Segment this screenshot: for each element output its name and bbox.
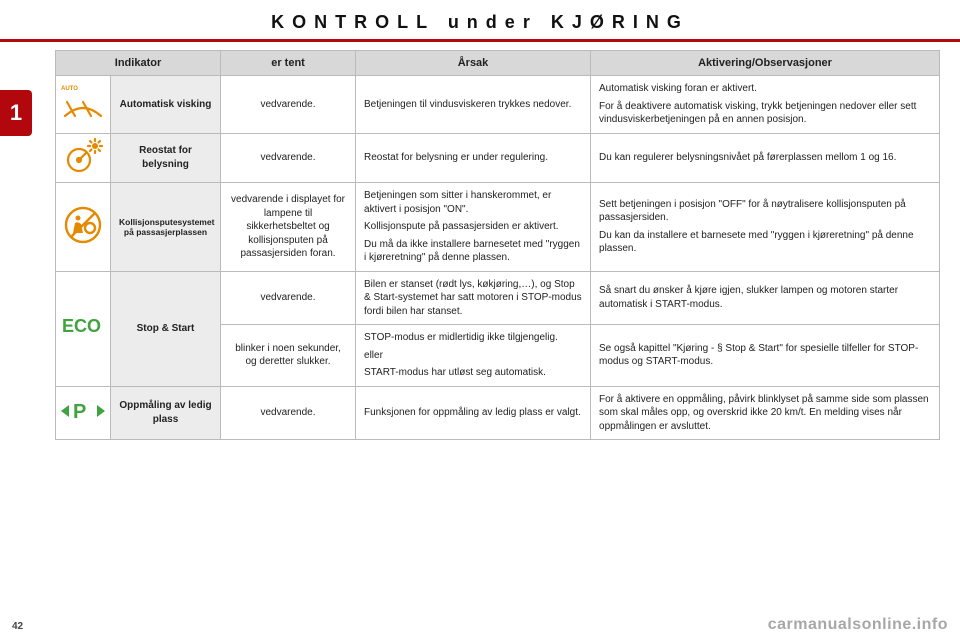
indicator-name: Automatisk visking (111, 76, 221, 134)
col-indikator: Indikator (56, 51, 221, 76)
airbag-off-icon (56, 183, 111, 272)
action-line: Du kan da installere et barnesete med "r… (599, 229, 931, 256)
is-lit: vedvarende. (221, 271, 356, 325)
is-lit: blinker i noen sekunder, og deretter slu… (221, 325, 356, 387)
cause: Reostat for belysning er under regulerin… (356, 133, 591, 183)
title-red-rule (0, 39, 960, 42)
table-row: Kollisjonsputesystemet på passasjerplass… (56, 183, 940, 272)
page-title: KONTROLL under KJØRING (0, 0, 960, 39)
cause: Funksjonen for oppmåling av ledig plass … (356, 386, 591, 440)
section-tab: 1 (0, 90, 32, 136)
rheostat-icon (56, 133, 111, 183)
table-header-row: Indikator er tent Årsak Aktivering/Obser… (56, 51, 940, 76)
table-row: Reostat for belysning vedvarende. Reosta… (56, 133, 940, 183)
is-lit: vedvarende. (221, 133, 356, 183)
cause-line: Betjeningen som sitter i hanskerommet, e… (364, 189, 582, 216)
action-line: For å deaktivere automatisk visking, try… (599, 100, 931, 127)
is-lit: vedvarende i displayet for lampene til s… (221, 183, 356, 272)
indicator-name: Stop & Start (111, 271, 221, 386)
action: Automatisk visking foran er aktivert. Fo… (591, 76, 940, 134)
action: For å aktivere en oppmåling, påvirk blin… (591, 386, 940, 440)
action: Du kan regulerer belysningsnivået på før… (591, 133, 940, 183)
eco-icon: ECO (56, 271, 111, 386)
cause-line: Du må da ikke installere barnesetet med … (364, 238, 582, 265)
watermark: carmanualsonline.info (768, 616, 948, 634)
parking-measure-icon: P (56, 386, 111, 440)
svg-text:ECO: ECO (62, 316, 101, 336)
page-number: 42 (12, 621, 23, 632)
svg-text:AUTO: AUTO (61, 86, 78, 92)
cause-line: eller (364, 349, 582, 363)
cause: STOP-modus er midlertidig ikke tilgjenge… (356, 325, 591, 387)
col-arsak: Årsak (356, 51, 591, 76)
action-line: Sett betjeningen i posisjon "OFF" for å … (599, 198, 931, 225)
cause: Betjeningen som sitter i hanskerommet, e… (356, 183, 591, 272)
indicator-name: Kollisjonsputesystemet på passasjerplass… (111, 183, 221, 272)
indicator-table: Indikator er tent Årsak Aktivering/Obser… (55, 50, 940, 440)
indicator-name: Reostat for belysning (111, 133, 221, 183)
col-akt: Aktivering/Observasjoner (591, 51, 940, 76)
cause: Bilen er stanset (rødt lys, køkjøring,…)… (356, 271, 591, 325)
action-line: Automatisk visking foran er aktivert. (599, 82, 931, 96)
table-row: ECO Stop & Start vedvarende. Bilen er st… (56, 271, 940, 325)
cause-line: START-modus har utløst seg automatisk. (364, 366, 582, 380)
action: Sett betjeningen i posisjon "OFF" for å … (591, 183, 940, 272)
col-tent: er tent (221, 51, 356, 76)
indicator-name: Oppmåling av ledig plass (111, 386, 221, 440)
is-lit: vedvarende. (221, 76, 356, 134)
action: Se også kapittel "Kjøring - § Stop & Sta… (591, 325, 940, 387)
is-lit: vedvarende. (221, 386, 356, 440)
wiper-auto-icon: AUTO (56, 76, 111, 134)
table-row: AUTO Automatisk visking vedvarende. Betj… (56, 76, 940, 134)
cause-line: Kollisjonspute på passasjersiden er akti… (364, 220, 582, 234)
cause-line: STOP-modus er midlertidig ikke tilgjenge… (364, 331, 582, 345)
indicator-table-wrap: Indikator er tent Årsak Aktivering/Obser… (55, 50, 940, 440)
table-row: P Oppmåling av ledig plass vedvarende. F… (56, 386, 940, 440)
svg-text:P: P (73, 401, 86, 423)
cause: Betjeningen til vindusviskeren trykkes n… (356, 76, 591, 134)
action: Så snart du ønsker å kjøre igjen, slukke… (591, 271, 940, 325)
